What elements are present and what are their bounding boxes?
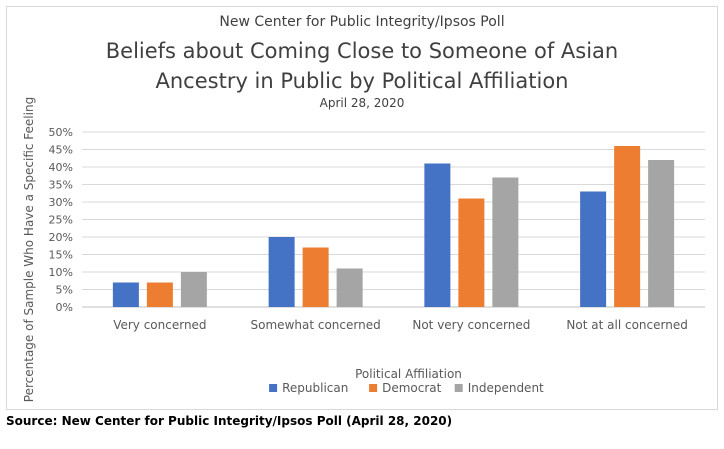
y-tick-label: 30% bbox=[49, 196, 73, 209]
chart-title: Beliefs about Coming Close to Someone of… bbox=[0, 36, 724, 96]
x-category-label: Not very concerned bbox=[412, 318, 530, 332]
chart-title-line1: Beliefs about Coming Close to Someone of… bbox=[105, 39, 619, 63]
bar-independent bbox=[336, 268, 363, 307]
legend-swatch-independent bbox=[454, 384, 463, 392]
bar-republican bbox=[112, 282, 139, 307]
bar-independent bbox=[648, 160, 675, 307]
y-tick-label: 50% bbox=[49, 126, 73, 139]
source-note: Source: New Center for Public Integrity/… bbox=[6, 414, 453, 428]
y-tick-label: 15% bbox=[49, 249, 73, 262]
x-category-label: Somewhat concerned bbox=[251, 318, 381, 332]
legend-label-democrat: Democrat bbox=[382, 381, 442, 395]
legend-swatch-democrat bbox=[369, 384, 378, 392]
y-tick-label: 35% bbox=[49, 179, 73, 192]
y-axis-label: Percentage of Sample Who Have a Specific… bbox=[22, 97, 36, 402]
bar-democrat bbox=[614, 146, 641, 307]
bar-independent bbox=[180, 272, 207, 307]
y-tick-label: 5% bbox=[56, 284, 73, 297]
chart-supertitle: New Center for Public Integrity/Ipsos Po… bbox=[219, 14, 505, 30]
chart-title-line2: Ancestry in Public by Political Affiliat… bbox=[155, 69, 569, 93]
bar-independent bbox=[492, 177, 519, 307]
y-tick-label: 40% bbox=[49, 161, 73, 174]
bar-democrat bbox=[146, 282, 173, 307]
bar-republican bbox=[424, 163, 451, 307]
x-category-label: Not at all concerned bbox=[566, 318, 687, 332]
legend-label-republican: Republican bbox=[282, 381, 348, 395]
y-tick-label: 0% bbox=[56, 301, 73, 314]
bar-republican bbox=[268, 237, 295, 307]
legend-label-independent: Independent bbox=[468, 381, 544, 395]
bar-democrat bbox=[302, 247, 329, 307]
y-tick-label: 10% bbox=[49, 266, 73, 279]
y-tick-label: 20% bbox=[49, 231, 73, 244]
x-axis-label: Political Affiliation bbox=[355, 367, 462, 381]
bar-chart: 0% 5% 10% 15% 20% 25% 30% 35% 40% 45% 50% Very conc… bbox=[22, 97, 705, 402]
legend-swatch-republican bbox=[269, 384, 278, 392]
bar-democrat bbox=[458, 198, 485, 307]
chart-date: April 28, 2020 bbox=[319, 96, 405, 110]
y-tick-label: 45% bbox=[49, 144, 73, 157]
bar-republican bbox=[580, 191, 607, 307]
y-tick-label: 25% bbox=[49, 214, 73, 227]
x-category-label: Very concerned bbox=[113, 318, 206, 332]
